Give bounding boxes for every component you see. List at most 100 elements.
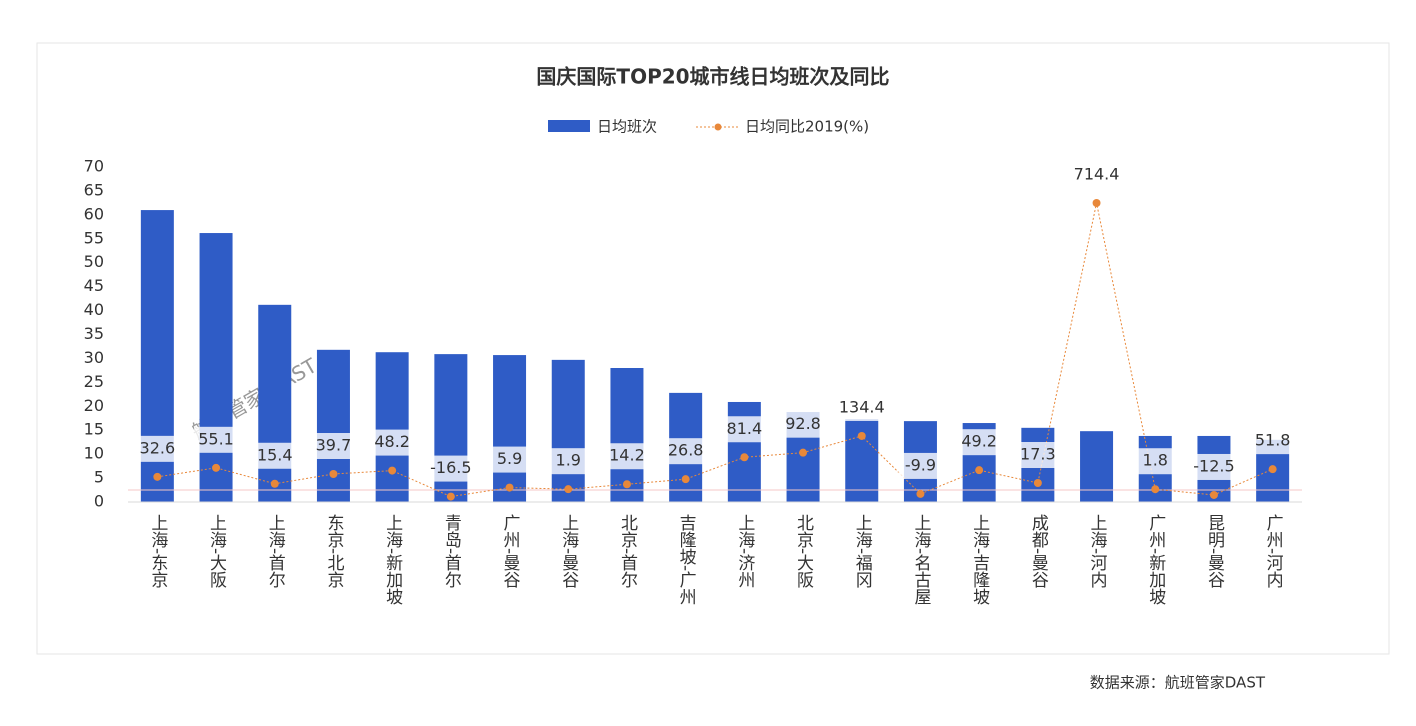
source-note: 数据来源：航班管家DAST [1090, 674, 1266, 692]
y-tick-label: 65 [84, 180, 104, 199]
point [1209, 490, 1218, 499]
point [1092, 198, 1101, 207]
x-tick-label: 东京-北京 [323, 514, 344, 589]
x-tick-label: 上海-大阪 [206, 514, 227, 588]
bar [1080, 431, 1114, 502]
point [153, 472, 162, 481]
point [799, 448, 808, 457]
label-box [839, 394, 884, 421]
legend-label: 日均班次 [597, 118, 657, 136]
data-label: 15.4 [257, 445, 293, 464]
point [916, 489, 925, 498]
y-tick-label: 45 [84, 276, 104, 295]
point [857, 431, 866, 440]
bar [316, 349, 350, 502]
chart-frame [36, 42, 1390, 655]
data-label: 1.8 [1143, 451, 1168, 470]
label-box [957, 429, 1002, 456]
label-box [252, 442, 297, 469]
y-tick-label: 60 [84, 204, 104, 223]
x-tick-label: 上海-名古屋 [910, 514, 931, 605]
chart-title: 国庆国际TOP20城市线日均班次及同比 [536, 65, 889, 89]
point [564, 485, 573, 494]
y-tick-label: 70 [84, 157, 104, 176]
y-tick-label: 35 [84, 324, 104, 343]
y-tick-label: 55 [84, 228, 104, 247]
label-box [1074, 161, 1119, 188]
x-tick-label: 上海-东京 [147, 514, 168, 589]
legend-swatch [714, 123, 722, 131]
x-tick-label: 昆明-曼谷 [1204, 514, 1225, 588]
data-label: 714.4 [1074, 164, 1120, 183]
y-tick-label: 50 [84, 252, 104, 271]
line [157, 202, 1273, 498]
y-tick-label: 10 [84, 444, 104, 463]
y-tick-label: 5 [94, 468, 104, 487]
data-label: -9.9 [905, 455, 936, 474]
label-box [546, 448, 591, 475]
label-box [1133, 448, 1178, 475]
x-tick-label: 上海-首尔 [265, 514, 286, 588]
point [1151, 485, 1160, 494]
point [212, 463, 221, 472]
bar [610, 368, 644, 502]
label-box [194, 426, 239, 453]
data-label: 92.8 [785, 414, 821, 433]
point [622, 480, 631, 489]
data-label: 17.3 [1020, 445, 1056, 464]
y-tick-label: 15 [84, 420, 104, 439]
label-box [898, 452, 943, 479]
x-tick-label: 北京-大阪 [793, 514, 814, 588]
point [975, 466, 984, 475]
x-tick-label: 广州-河内 [1263, 514, 1284, 589]
point [1268, 465, 1277, 474]
y-tick-label: 30 [84, 348, 104, 367]
label-box [370, 429, 415, 456]
label-box [1015, 442, 1060, 469]
data-label: 48.2 [374, 432, 410, 451]
data-label: 51.8 [1255, 431, 1291, 450]
bar [258, 304, 292, 502]
x-tick-label: 上海-济州 [734, 514, 755, 588]
x-tick-label: 上海-曼谷 [558, 514, 579, 588]
x-tick-label: 青岛-首尔 [441, 514, 462, 588]
data-label: 1.9 [556, 451, 581, 470]
bar [551, 359, 585, 502]
legend-swatch [548, 120, 590, 132]
point [1033, 479, 1042, 488]
point [388, 466, 397, 475]
data-label: 5.9 [497, 449, 522, 468]
label-box [1250, 428, 1295, 455]
x-tick-label: 上海-河内 [1087, 514, 1108, 589]
data-label: -12.5 [1193, 456, 1234, 475]
point [329, 470, 338, 479]
data-label: 55.1 [198, 429, 234, 448]
data-label: 39.7 [316, 436, 352, 455]
x-tick-label: 广州-新加坡 [1145, 514, 1166, 605]
label-box [722, 416, 767, 443]
data-label: 26.8 [668, 441, 704, 460]
label-box [663, 438, 708, 465]
x-tick-label: 上海-福冈 [852, 514, 873, 589]
label-box [428, 455, 473, 482]
data-label: 81.4 [727, 419, 763, 438]
label-box [311, 433, 356, 460]
x-tick-label: 上海-新加坡 [382, 514, 403, 605]
data-label: -16.5 [430, 458, 471, 477]
y-tick-label: 20 [84, 396, 104, 415]
x-tick-label: 广州-曼谷 [500, 514, 521, 588]
bar [493, 355, 527, 502]
point [446, 492, 455, 501]
legend-label: 日均同比2019(%) [745, 118, 869, 136]
label-box [781, 411, 826, 438]
x-tick-label: 吉隆坡-广州 [676, 514, 697, 605]
data-label: 134.4 [839, 397, 885, 416]
y-tick-label: 25 [84, 372, 104, 391]
data-label: 14.2 [609, 446, 645, 465]
label-box [1191, 453, 1236, 480]
label-box [487, 446, 532, 473]
y-tick-label: 0 [94, 492, 104, 511]
point [681, 475, 690, 484]
label-box [135, 435, 180, 462]
